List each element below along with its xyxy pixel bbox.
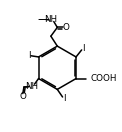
Text: NH: NH [25,82,38,91]
Text: COOH: COOH [90,74,117,83]
Text: O: O [19,92,26,101]
Text: —: — [37,13,49,26]
Text: I: I [28,51,30,60]
Text: NH: NH [44,15,57,24]
Text: O: O [63,23,70,32]
Text: I: I [82,44,84,53]
Text: I: I [63,94,65,103]
